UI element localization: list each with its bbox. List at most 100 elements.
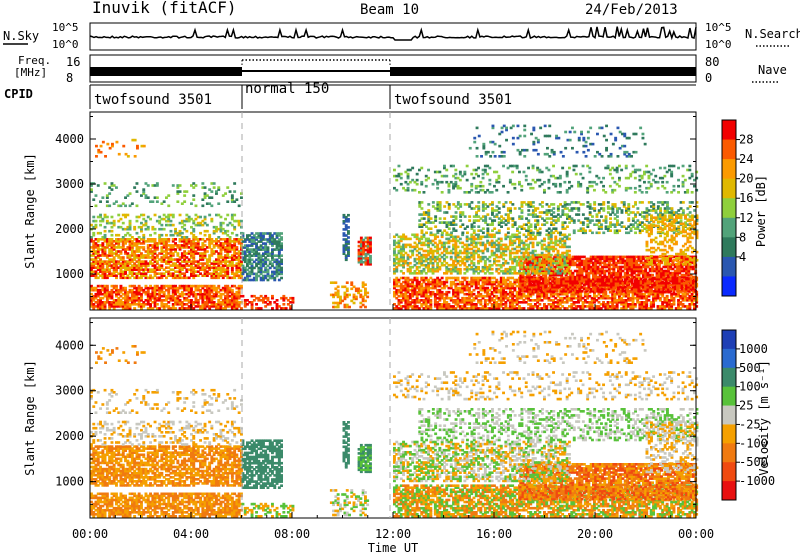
power-cell xyxy=(267,246,270,249)
power-cell xyxy=(185,236,188,239)
power-cell xyxy=(108,192,111,195)
power-cell xyxy=(208,234,211,237)
power-cell xyxy=(651,274,654,277)
power-cell xyxy=(231,289,234,292)
power-cell xyxy=(167,205,170,208)
power-cell xyxy=(255,303,258,306)
power-cell xyxy=(116,141,119,144)
power-cell xyxy=(142,246,145,249)
power-cell xyxy=(134,139,137,142)
power-cell xyxy=(204,216,207,219)
power-cell xyxy=(95,145,98,148)
power-cell xyxy=(124,205,127,208)
freq-bar-3 xyxy=(390,67,696,76)
power-cell xyxy=(233,214,236,217)
power-cell xyxy=(115,186,118,189)
power-cell xyxy=(174,238,177,241)
power-cell xyxy=(179,184,182,187)
power-cell xyxy=(115,200,118,203)
power-cell xyxy=(364,300,367,303)
power-cell xyxy=(167,194,170,197)
power-cell xyxy=(113,220,116,223)
nsearch-tick-bottom: 10^0 xyxy=(705,38,732,51)
power-cell xyxy=(217,186,220,189)
power-cell xyxy=(260,307,263,310)
cpid-segment-3: twofsound 3501 xyxy=(394,92,512,108)
nsky-tick-top: 10^5 xyxy=(52,21,79,34)
freq-tick-top: 16 xyxy=(66,55,80,69)
power-cell xyxy=(149,218,152,221)
power-cell xyxy=(280,267,283,270)
power-cell xyxy=(199,232,202,235)
power-cell xyxy=(201,205,204,208)
power-cell xyxy=(666,295,669,298)
power-cell xyxy=(124,287,127,290)
power-cell xyxy=(99,214,102,217)
power-cell xyxy=(217,202,220,205)
power-cell xyxy=(163,200,166,203)
power-cell xyxy=(136,145,139,148)
power-cell xyxy=(347,230,350,233)
power-cell xyxy=(366,292,369,295)
power-cell xyxy=(466,277,469,280)
power-cell xyxy=(347,214,350,217)
power-cell xyxy=(222,222,225,225)
power-cell xyxy=(353,302,356,305)
power-cell xyxy=(174,228,177,231)
power-cell xyxy=(115,285,118,288)
power-cell xyxy=(172,214,175,217)
power-cell xyxy=(347,226,350,229)
power-cell xyxy=(348,306,351,309)
power-cell xyxy=(242,295,245,298)
power-cell xyxy=(147,196,150,199)
power-cell xyxy=(280,242,283,245)
power-cell xyxy=(176,200,179,203)
beam-title: Beam 10 xyxy=(360,2,419,18)
power-cell xyxy=(104,234,107,237)
power-cell xyxy=(136,190,139,193)
power-cell xyxy=(204,186,207,189)
power-cell xyxy=(292,297,295,300)
power-cell xyxy=(220,216,223,219)
power-cell xyxy=(136,182,139,185)
power-cell xyxy=(122,222,125,225)
power-cell xyxy=(210,205,213,208)
power-cell xyxy=(229,190,232,193)
cpid-segment-1: twofsound 3501 xyxy=(94,92,212,108)
power-cell xyxy=(280,236,283,239)
power-cell xyxy=(206,224,209,227)
nsky-label: N.Sky xyxy=(3,29,39,43)
power-cell xyxy=(280,259,283,262)
power-cell xyxy=(271,295,274,298)
power-cell xyxy=(226,230,229,233)
power-cell xyxy=(122,256,125,259)
freq-bar-1 xyxy=(90,67,242,76)
power-cell xyxy=(364,283,367,286)
power-cell xyxy=(441,277,444,280)
power-cell xyxy=(240,285,243,288)
power-scatter xyxy=(90,125,698,310)
power-cell xyxy=(100,151,103,154)
power-cell xyxy=(347,218,350,221)
power-cell xyxy=(138,236,141,239)
power-cell xyxy=(174,307,177,310)
power-cell xyxy=(448,291,451,294)
power-cell xyxy=(523,307,526,310)
power-cell xyxy=(181,232,184,235)
power-cell xyxy=(145,220,148,223)
power-cell xyxy=(429,299,432,302)
power-cell xyxy=(231,194,234,197)
power-cell xyxy=(104,230,107,233)
power-cell xyxy=(111,188,114,191)
power-cell xyxy=(280,277,283,280)
nave-label: Nave xyxy=(758,63,787,77)
power-cell xyxy=(160,234,163,237)
power-cell xyxy=(136,220,139,223)
power-cell xyxy=(346,288,349,291)
power-cell xyxy=(235,246,238,249)
power-cell xyxy=(99,224,102,227)
power-cell xyxy=(217,285,220,288)
power-cell xyxy=(149,234,152,237)
power-cell xyxy=(143,145,146,148)
cpid-row: CPID twofsound 3501 normal 150 twofsound… xyxy=(4,81,696,109)
